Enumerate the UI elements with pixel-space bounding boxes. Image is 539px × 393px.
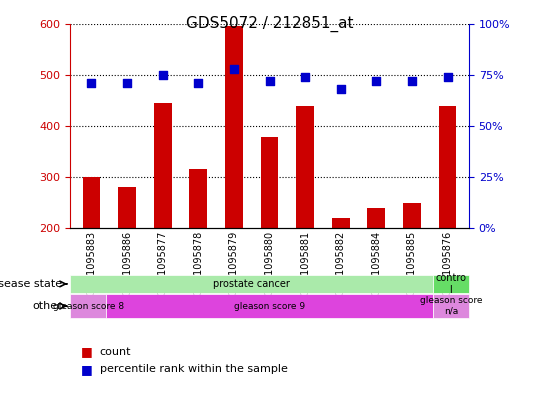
Bar <box>439 107 457 330</box>
Point <box>87 80 96 86</box>
Bar <box>118 187 136 330</box>
Text: disease state: disease state <box>0 279 62 289</box>
Text: percentile rank within the sample: percentile rank within the sample <box>100 364 288 375</box>
Text: count: count <box>100 347 131 357</box>
Bar <box>225 26 243 330</box>
Bar <box>260 137 279 330</box>
Bar <box>296 107 314 330</box>
Text: contro
l: contro l <box>436 273 466 295</box>
Point <box>372 78 381 84</box>
Point <box>158 72 167 78</box>
Bar <box>403 204 421 330</box>
Point <box>407 78 416 84</box>
Point <box>336 86 345 92</box>
Point <box>265 78 274 84</box>
Text: gleason score 8: gleason score 8 <box>53 302 124 310</box>
Bar <box>82 177 100 330</box>
Text: gleason score
n/a: gleason score n/a <box>419 296 482 316</box>
Bar <box>189 169 207 330</box>
Text: other: other <box>32 301 62 311</box>
Point <box>301 73 309 80</box>
Text: gleason score 9: gleason score 9 <box>234 302 305 310</box>
Text: ■: ■ <box>81 345 93 358</box>
Bar <box>368 208 385 330</box>
Bar <box>332 218 350 330</box>
Point <box>194 80 203 86</box>
Text: ■: ■ <box>81 363 93 376</box>
Point <box>230 65 238 72</box>
Point <box>443 73 452 80</box>
Point <box>123 80 132 86</box>
Text: prostate cancer: prostate cancer <box>213 279 290 289</box>
Text: GDS5072 / 212851_at: GDS5072 / 212851_at <box>186 16 353 32</box>
Bar <box>154 103 171 330</box>
